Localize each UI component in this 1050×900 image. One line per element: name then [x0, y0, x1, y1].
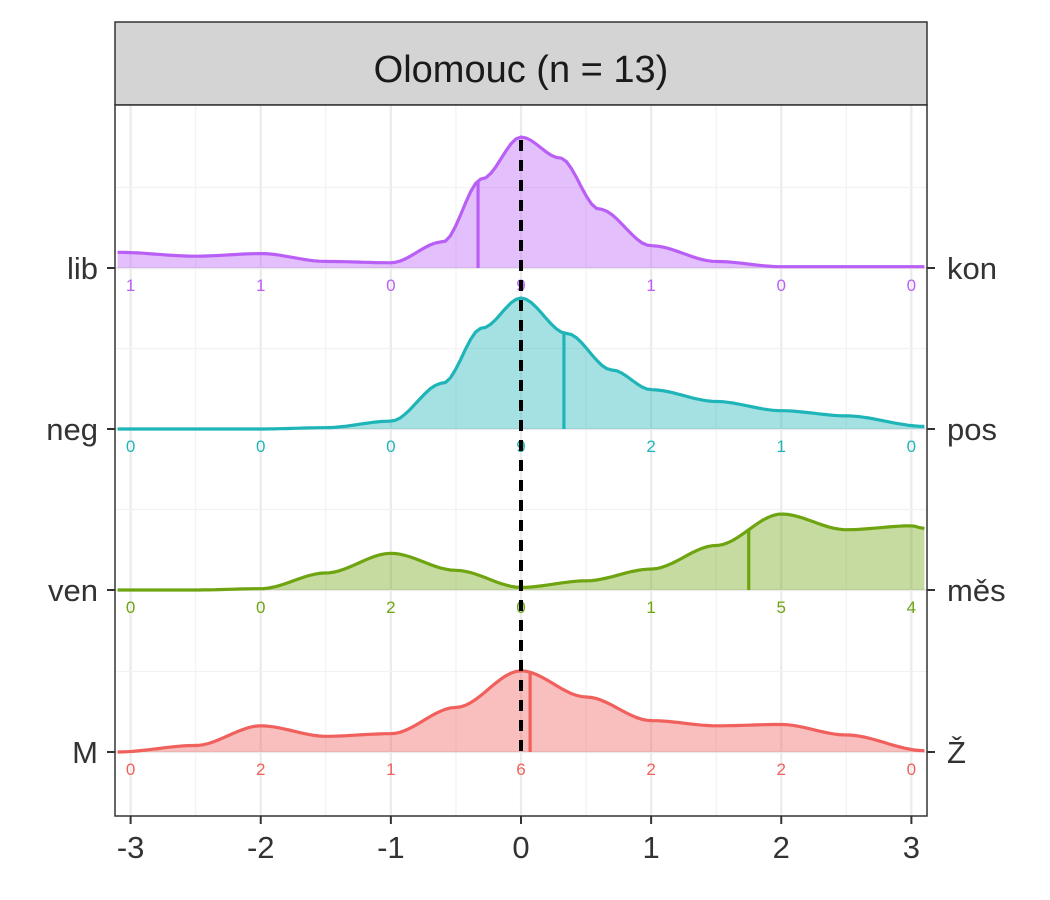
- count-label: 0: [126, 760, 135, 779]
- y-label-left: M: [72, 735, 98, 770]
- count-label: 0: [256, 598, 265, 617]
- x-tick-label: 3: [903, 830, 920, 865]
- count-label: 1: [126, 276, 135, 295]
- count-label: 2: [256, 760, 265, 779]
- count-label: 0: [777, 276, 786, 295]
- count-label: 6: [516, 760, 525, 779]
- y-label-right: Ž: [947, 735, 966, 770]
- x-tick-label: -3: [117, 830, 145, 865]
- count-label: 2: [386, 598, 395, 617]
- x-tick-label: 0: [512, 830, 529, 865]
- count-label: 0: [126, 437, 135, 456]
- count-label: 2: [646, 760, 655, 779]
- count-label: 5: [777, 598, 786, 617]
- y-label-left: neg: [46, 412, 98, 447]
- count-label: 2: [646, 437, 655, 456]
- density-area: [117, 670, 925, 752]
- y-label-left: lib: [67, 251, 98, 286]
- x-tick-label: -1: [377, 830, 405, 865]
- count-label: 0: [126, 598, 135, 617]
- y-label-right: pos: [947, 412, 997, 447]
- y-label-right: měs: [947, 573, 1006, 608]
- count-label: 0: [907, 760, 916, 779]
- count-label: 0: [907, 276, 916, 295]
- density-outline: [117, 296, 925, 431]
- x-tick-label: 1: [643, 830, 660, 865]
- count-label: 4: [907, 598, 916, 617]
- count-label: 1: [646, 276, 655, 295]
- count-label: 0: [907, 437, 916, 456]
- count-label: 0: [386, 437, 395, 456]
- count-label: 1: [646, 598, 655, 617]
- density-outline: [117, 135, 925, 269]
- count-label: 1: [386, 760, 395, 779]
- x-tick-label: 2: [773, 830, 790, 865]
- count-label: 1: [777, 437, 786, 456]
- y-label-left: ven: [48, 573, 98, 608]
- count-label: 0: [256, 437, 265, 456]
- y-label-right: kon: [947, 251, 997, 286]
- count-label: 2: [777, 760, 786, 779]
- x-tick-label: -2: [247, 830, 275, 865]
- strip-background: [114, 21, 928, 106]
- panel-title: Olomouc (n = 13): [374, 49, 669, 91]
- count-label: 1: [256, 276, 265, 295]
- count-label: 0: [386, 276, 395, 295]
- density-area: [117, 514, 925, 590]
- axes: -3 -2 -1 0 1 2 3 lib kon neg pos ven měs M Ž: [46, 251, 1005, 865]
